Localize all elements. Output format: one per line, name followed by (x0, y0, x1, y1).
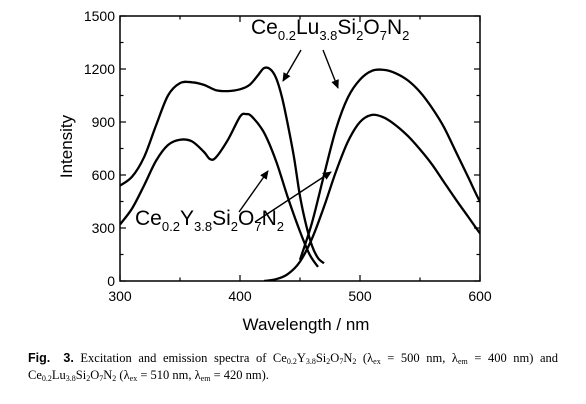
formula-part: N (387, 16, 402, 39)
caption-formula-part: O (330, 351, 340, 365)
caption-ex-sub: ex (373, 357, 381, 366)
caption-formula-part: 7 (99, 374, 104, 383)
caption-formula-part: N (103, 368, 113, 382)
caption-formula-part: N (343, 351, 353, 365)
formula-part: 2 (356, 28, 363, 43)
plot-frame (119, 15, 481, 282)
caption-formula-part: 2 (112, 374, 117, 383)
x-tick-label: 400 (228, 288, 252, 304)
annotation-arrow (254, 171, 332, 223)
caption-formula-part: 3.8 (305, 357, 316, 366)
spectra-chart: 300 400 500 600030060090012001500Wavelength… (57, 8, 492, 334)
y-tick-label: 1500 (84, 8, 115, 24)
formula-part: 2 (231, 219, 238, 234)
formula-part: N (262, 207, 277, 230)
formula-part: 7 (380, 28, 387, 43)
x-tick-label: 300 (108, 288, 132, 304)
caption-ex-sub-2: ex (129, 374, 138, 383)
formula-part: Si (337, 16, 356, 39)
formula-part: 3.8 (319, 28, 337, 43)
formula-part: Ce (251, 16, 278, 39)
x-tick-label: 600 (468, 288, 492, 304)
x-tick-label: 500 (348, 288, 372, 304)
caption-formula-part: 0.2 (41, 374, 52, 383)
series-y-emission-line (263, 113, 480, 281)
caption-y-formula: 0.2Y3.8Si2O7N2 (286, 351, 357, 366)
annotation-arrow (238, 170, 269, 213)
caption-text-3: = 500 nm, λ (387, 351, 458, 365)
caption-text-2: (λ (362, 351, 374, 365)
formula-part: O (363, 16, 379, 39)
y-tick-label: 0 (107, 273, 115, 289)
y-tick-label: 1200 (84, 61, 115, 77)
caption-fig-number: 3. (63, 351, 74, 365)
caption-formula-part: 0.2 (286, 357, 297, 366)
formula-part: 7 (254, 219, 261, 234)
caption-formula-part: Si (315, 351, 327, 365)
caption-lu-formula: 0.2Lu3.8Si2O7N2 (41, 368, 117, 383)
formula-part: Ce (135, 207, 162, 230)
formula-part: 3.8 (194, 219, 212, 234)
series-y-label: Ce0.2Y3.8Si2O7N2 (135, 207, 284, 234)
spectra-figure: 300 400 500 600 0 300 600 900 1200 1500 Wavelength… (57, 8, 492, 334)
series-lu-excitation-line (120, 66, 325, 265)
series-y-excitation-line (120, 112, 319, 268)
caption-em-sub-2: em (200, 374, 211, 383)
caption-formula-part: 7 (339, 357, 344, 366)
caption-formula-part: Lu (51, 368, 66, 382)
annotation-arrow (282, 49, 302, 82)
caption-formula-part: 2 (352, 357, 357, 366)
caption-formula-part: Si (75, 368, 87, 382)
y-tick-label: 900 (92, 114, 116, 130)
caption-text-6: = 510 nm, λ (140, 368, 201, 382)
formula-part: 2 (277, 219, 284, 234)
series-lu-label: Ce0.2Lu3.8Si2O7N2 (251, 16, 409, 43)
y-axis-label: Intensity (57, 114, 76, 178)
y-tick-label: 300 (92, 220, 116, 236)
caption-formula-part: Y (296, 351, 306, 365)
series-lu-emission-line (298, 68, 480, 261)
caption-formula-part: O (90, 368, 100, 382)
caption-text-4: = 400 nm) and Ce (28, 351, 559, 382)
caption-text-7: = 420 nm). (213, 368, 269, 382)
formula-part: 0.2 (278, 28, 296, 43)
caption-formula-part: 3.8 (65, 374, 76, 383)
caption-text-5: (λ (119, 368, 130, 382)
formula-part: Si (212, 207, 231, 230)
annotation-arrow (322, 49, 339, 89)
caption-text-1: Excitation and emission spectra of Ce (80, 351, 287, 365)
formula-part: 2 (402, 28, 409, 43)
caption-formula-part: 2 (86, 374, 91, 383)
x-axis-label: Wavelength / nm (243, 315, 370, 334)
formula-part: Lu (296, 16, 319, 39)
caption-em-sub: em (457, 357, 468, 366)
formula-part: O (238, 207, 254, 230)
caption-fig-label: Fig. (28, 351, 51, 365)
y-tick-label: 600 (92, 167, 116, 183)
formula-part: Y (180, 207, 194, 230)
formula-part: 0.2 (162, 219, 180, 234)
figure-caption: Fig. 3. Excitation and emission spectra … (28, 350, 558, 384)
caption-formula-part: 2 (326, 357, 331, 366)
